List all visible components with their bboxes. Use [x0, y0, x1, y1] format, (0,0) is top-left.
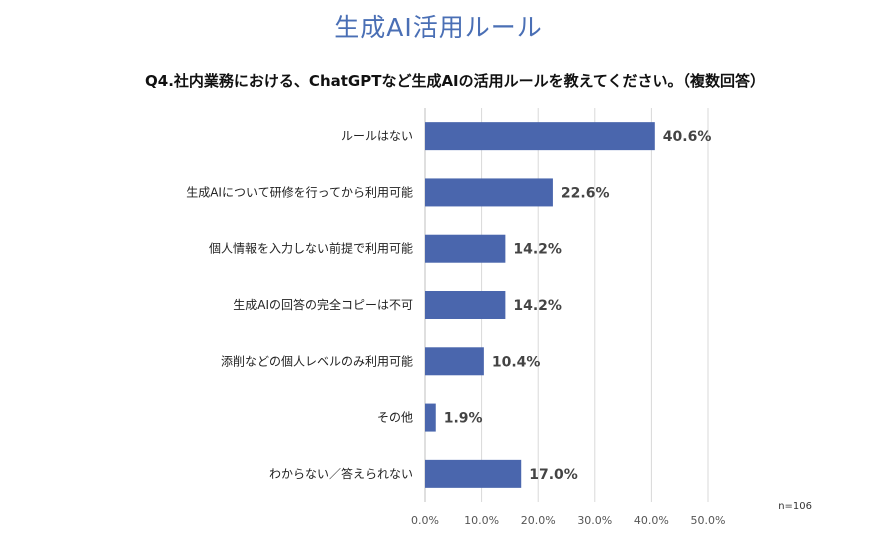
chart-title: 生成AI活用ルール: [334, 13, 543, 42]
category-label: わからない／答えられない: [269, 466, 413, 481]
x-tick-label: 50.0%: [691, 514, 726, 527]
data-label: 22.6%: [561, 185, 610, 201]
sample-size-note: n=106: [778, 501, 812, 512]
data-label: 1.9%: [444, 411, 483, 427]
bar: [425, 234, 506, 263]
bars-layer: [425, 122, 655, 488]
bar: [425, 459, 522, 488]
category-label: 生成AIの回答の完全コピーは不可: [233, 297, 413, 312]
category-label: その他: [377, 411, 413, 425]
x-tick-label: 10.0%: [464, 514, 499, 527]
data-label: 14.2%: [513, 298, 562, 314]
x-tick-label: 0.0%: [411, 514, 439, 527]
category-label: ルールはない: [341, 129, 413, 143]
bar: [425, 347, 484, 376]
x-tick-label: 30.0%: [577, 514, 612, 527]
bar: [425, 122, 655, 151]
bar: [425, 178, 553, 207]
bar: [425, 291, 506, 319]
category-label: 個人情報を入力しない前提で利用可能: [209, 241, 413, 256]
x-tick-label: 20.0%: [521, 514, 556, 527]
chart-subtitle: Q4.社内業務における、ChatGPTなど生成AIの活用ルールを教えてください。…: [145, 72, 765, 90]
category-label: 添削などの個人レベルのみ利用可能: [221, 354, 413, 368]
bar: [425, 403, 436, 432]
category-label: 生成AIについて研修を行ってから利用可能: [186, 184, 413, 199]
labels-layer: 0.0% 10.0% 20.0% 30.0% 40.0% 50.0% ルールはない 40.6%…: [186, 129, 725, 527]
data-label: 10.4%: [492, 354, 541, 370]
data-label: 17.0%: [529, 467, 578, 483]
data-label: 40.6%: [663, 129, 712, 145]
x-tick-label: 40.0%: [634, 514, 669, 527]
data-label: 14.2%: [513, 242, 562, 258]
